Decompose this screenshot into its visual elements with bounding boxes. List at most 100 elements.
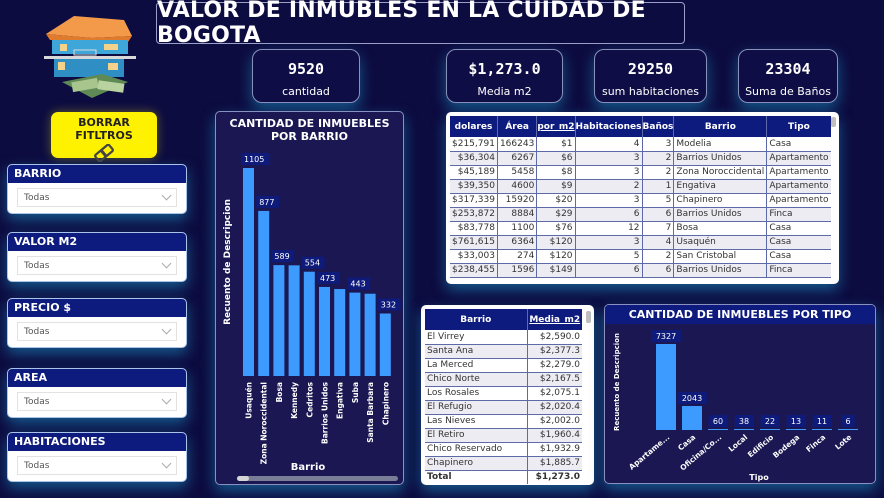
kpi-card-cantidad: 9520 cantidad	[252, 49, 360, 103]
data-label-bg	[677, 392, 707, 405]
vertical-scrollbar[interactable]	[586, 311, 591, 323]
y-axis-label: Recuento de Descripcion	[223, 199, 233, 325]
habitaciones-dropdown[interactable]: Todas	[17, 456, 177, 475]
table-row[interactable]: La Merced $2,279.0	[425, 358, 582, 373]
column-header[interactable]: Media_m2	[526, 309, 582, 330]
data-label: 38	[739, 417, 749, 426]
table-row[interactable]: $761,615 6364 $120 3 4 Usaquén Casa	[450, 235, 831, 250]
clear-filters-button[interactable]: BORRAR FITLTROS	[51, 112, 157, 163]
table-cell: 2	[641, 249, 674, 264]
kpi-label: Media m2	[477, 85, 532, 98]
data-label-bg	[256, 195, 279, 208]
table-row[interactable]: $33,003 274 $120 5 2 San Cristobal Casa	[450, 249, 831, 264]
bar[interactable]	[243, 168, 254, 376]
x-tick-label: Cedritos	[305, 381, 314, 417]
bar[interactable]	[258, 210, 270, 376]
table-row[interactable]: Las Nieves $2,002.0	[425, 414, 582, 429]
table-row[interactable]: $238,455 1596 $149 6 6 Barrios Unidos Finca	[450, 263, 831, 278]
table-row[interactable]: Chapinero $1,885.7	[425, 456, 582, 471]
clear-filters-label: BORRAR FITLTROS	[75, 116, 133, 142]
table-cell: $215,791	[450, 137, 498, 152]
bar[interactable]	[812, 429, 832, 430]
column-header[interactable]: dolares	[450, 116, 498, 137]
x-axis-label: Tipo	[749, 473, 769, 482]
bar[interactable]	[708, 429, 728, 430]
table-row[interactable]: $39,350 4600 $9 2 1 Engativa Apartamento	[450, 179, 831, 194]
dropdown-value: Todas	[24, 260, 50, 271]
bar[interactable]	[734, 429, 754, 430]
table-row[interactable]: Santa Ana $2,377.3	[425, 344, 582, 359]
table-row[interactable]: El Refugio $2,020.4	[425, 400, 582, 415]
area-dropdown[interactable]: Todas	[17, 392, 177, 411]
bar[interactable]	[334, 289, 346, 376]
table-cell: $120	[536, 249, 576, 264]
column-header[interactable]: Barrio	[673, 116, 767, 137]
bar[interactable]	[786, 429, 806, 430]
column-header[interactable]: Barrio	[425, 309, 527, 330]
table-cell: Engativa	[673, 179, 767, 194]
table-cell: $1,885.7	[526, 456, 582, 471]
table-row[interactable]: El Retiro $1,960.4	[425, 428, 582, 443]
precio-dropdown[interactable]: Todas	[17, 322, 177, 341]
table-cell: Chapinero	[673, 193, 767, 208]
table-row[interactable]: $45,189 5458 $8 3 2 Zona Noroccidental Apartam…	[450, 165, 831, 180]
table-cell: Casa	[766, 221, 831, 236]
bar[interactable]	[303, 271, 315, 376]
bar[interactable]	[682, 406, 702, 430]
x-tick-label: Chapinero	[381, 382, 390, 425]
bar[interactable]	[273, 265, 285, 376]
table-cell: 4	[641, 235, 674, 250]
valor-m2-dropdown[interactable]: Todas	[17, 256, 177, 275]
table-cell: $2,020.4	[526, 400, 582, 415]
data-label-bg	[708, 415, 728, 427]
column-header[interactable]: Área	[496, 116, 537, 137]
table-cell: 7	[641, 221, 674, 236]
barrio-dropdown[interactable]: Todas	[17, 188, 177, 207]
table-cell: Usaquén	[673, 235, 767, 250]
table-cell: $8	[536, 165, 576, 180]
bar[interactable]	[319, 286, 330, 376]
bar[interactable]	[760, 429, 780, 430]
table-cell: $2,167.5	[526, 372, 582, 387]
vertical-scrollbar[interactable]	[831, 117, 836, 127]
column-header[interactable]: Baños	[641, 116, 674, 137]
table-cell: Zona Noroccidental	[673, 165, 767, 180]
column-header[interactable]: Habitaciones	[574, 116, 643, 137]
table-row[interactable]: $317,339 15920 $20 3 5 Chapinero Apartamento	[450, 193, 831, 208]
table-row[interactable]: $83,778 1100 $76 12 7 Bosa Casa	[450, 221, 831, 236]
bar[interactable]	[288, 265, 300, 376]
kpi-card-media-m2: $1,273.0 Media m2	[446, 49, 563, 103]
detail-table: dolares Área por_m2 Habitaciones Baños Barrio…	[450, 116, 831, 278]
table-row[interactable]: $215,791 166243 $1 4 3 Modelia Casa	[450, 137, 831, 152]
bar[interactable]	[349, 292, 361, 376]
data-label: 13	[791, 417, 801, 426]
bar[interactable]	[364, 293, 376, 376]
table-row[interactable]: Los Rosales $2,075.1	[425, 386, 582, 401]
eraser-icon	[94, 143, 114, 163]
table-row[interactable]: El Virrey $2,590.0	[425, 330, 582, 345]
table-cell: $1,960.4	[526, 428, 582, 443]
bar[interactable]	[656, 344, 676, 430]
x-tick-label: Local	[727, 433, 750, 454]
table-cell: Santa Ana	[425, 344, 527, 359]
data-label: 6	[845, 417, 850, 426]
slicer-title: AREA	[8, 369, 186, 387]
table-row[interactable]: $36,304 6267 $6 3 2 Barrios Unidos Apartamento	[450, 151, 831, 166]
bar[interactable]	[838, 429, 858, 430]
horizontal-scrollbar[interactable]	[237, 476, 398, 481]
table-row[interactable]: $253,872 8884 $29 6 6 Barrios Unidos Finca	[450, 207, 831, 222]
slicer-area: AREA Todas	[7, 368, 187, 418]
table-cell: $149	[536, 263, 576, 278]
table-cell: 3	[641, 137, 674, 152]
table-row[interactable]: Chico Reservado $1,932.9	[425, 442, 582, 457]
column-header[interactable]: por_m2	[536, 116, 576, 137]
data-label-bg	[841, 415, 855, 427]
table-cell: 1100	[496, 221, 537, 236]
column-header[interactable]: Tipo	[766, 116, 831, 137]
detail-table-panel: dolares Área por_m2 Habitaciones Baños Barrio…	[446, 112, 839, 284]
bar[interactable]	[379, 313, 391, 376]
scrollbar-thumb[interactable]	[237, 476, 249, 481]
chevron-down-icon	[161, 190, 172, 201]
table-cell: $761,615	[450, 235, 498, 250]
table-row[interactable]: Chico Norte $2,167.5	[425, 372, 582, 387]
